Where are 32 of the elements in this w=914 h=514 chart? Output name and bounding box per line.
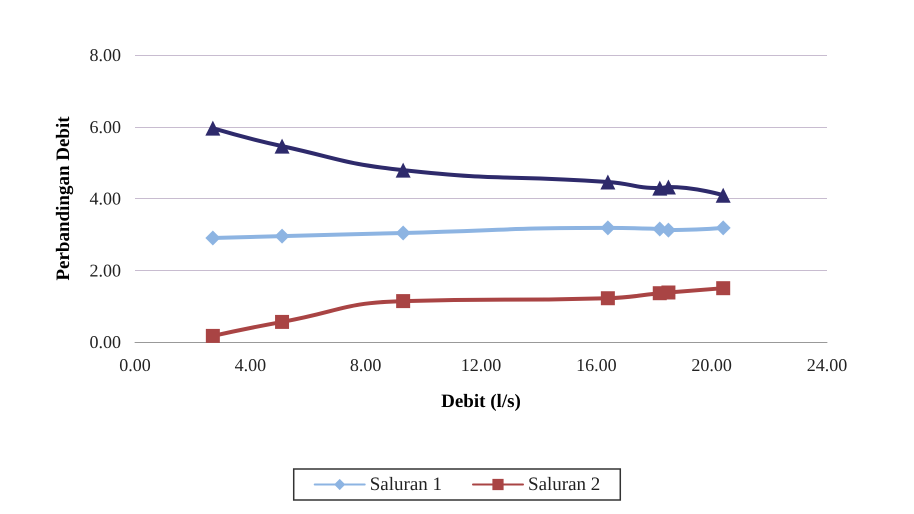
- point: [716, 220, 731, 236]
- point: [205, 120, 220, 136]
- point: [716, 281, 730, 296]
- y-tick-label: 4.00: [90, 188, 121, 208]
- point: [275, 314, 290, 329]
- x-tick-label: 4.00: [234, 355, 266, 375]
- point: [600, 220, 616, 236]
- legend-label: Saluran 1: [370, 474, 442, 495]
- point: [396, 162, 411, 178]
- point: [205, 230, 220, 246]
- point: [396, 225, 411, 240]
- x-tick-label: 12.00: [460, 355, 502, 375]
- point: [274, 228, 290, 244]
- x-tick-label: 20.00: [691, 355, 732, 375]
- point: [600, 174, 616, 190]
- point: [600, 291, 615, 306]
- x-axis-title: Debit (l/s): [441, 391, 521, 412]
- y-tick-label: 0.00: [90, 332, 121, 352]
- x-tick-label: 16.00: [576, 355, 617, 375]
- point: [274, 138, 290, 154]
- y-tick-label: 2.00: [90, 260, 121, 280]
- point: [396, 294, 410, 308]
- point: [716, 188, 731, 203]
- y-tick-label: 8.00: [90, 45, 121, 65]
- y-tick-label: 6.00: [90, 116, 121, 137]
- y-axis-title: Perbandingan Debit: [53, 116, 74, 281]
- legend-label: Saluran 2: [528, 474, 600, 495]
- point: [206, 328, 220, 343]
- x-tick-label: 24.00: [806, 355, 848, 375]
- x-tick-label: 8.00: [350, 355, 382, 375]
- x-tick-label: 0.00: [119, 355, 151, 375]
- point: [661, 285, 676, 300]
